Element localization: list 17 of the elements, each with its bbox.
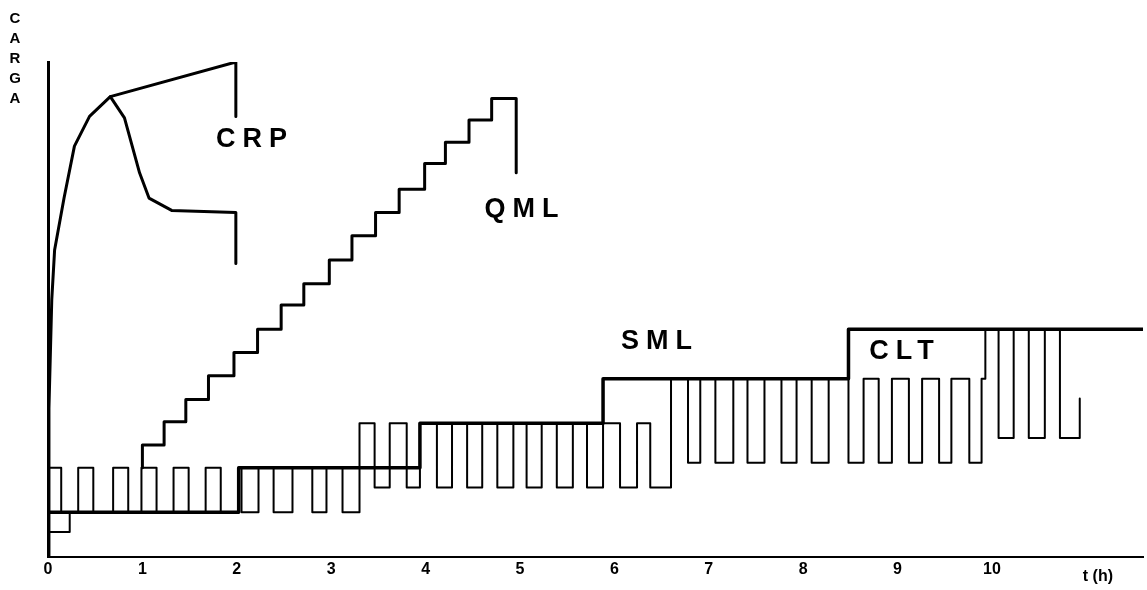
x-tick-label: 8 — [798, 559, 808, 577]
x-tick-label: 10 — [983, 559, 1001, 577]
x-tick-label: 9 — [893, 559, 903, 577]
series-label: CRP — [215, 123, 295, 154]
y-axis-title: CARGA — [8, 8, 22, 108]
x-tick-label: 1 — [137, 559, 147, 577]
series-label: QML — [484, 193, 566, 224]
x-tick-label: 2 — [232, 559, 242, 577]
x-tick-label: 6 — [609, 559, 619, 577]
x-tick-label: 5 — [515, 559, 525, 577]
x-tick-label: 7 — [704, 559, 714, 577]
x-tick-label: 4 — [421, 559, 431, 577]
series-label: SML — [621, 325, 699, 356]
x-axis-title: t (h) — [1082, 567, 1113, 585]
x-tick-label: 0 — [43, 559, 53, 577]
x-tick-label: 3 — [326, 559, 336, 577]
series-label: CLT — [869, 335, 941, 366]
